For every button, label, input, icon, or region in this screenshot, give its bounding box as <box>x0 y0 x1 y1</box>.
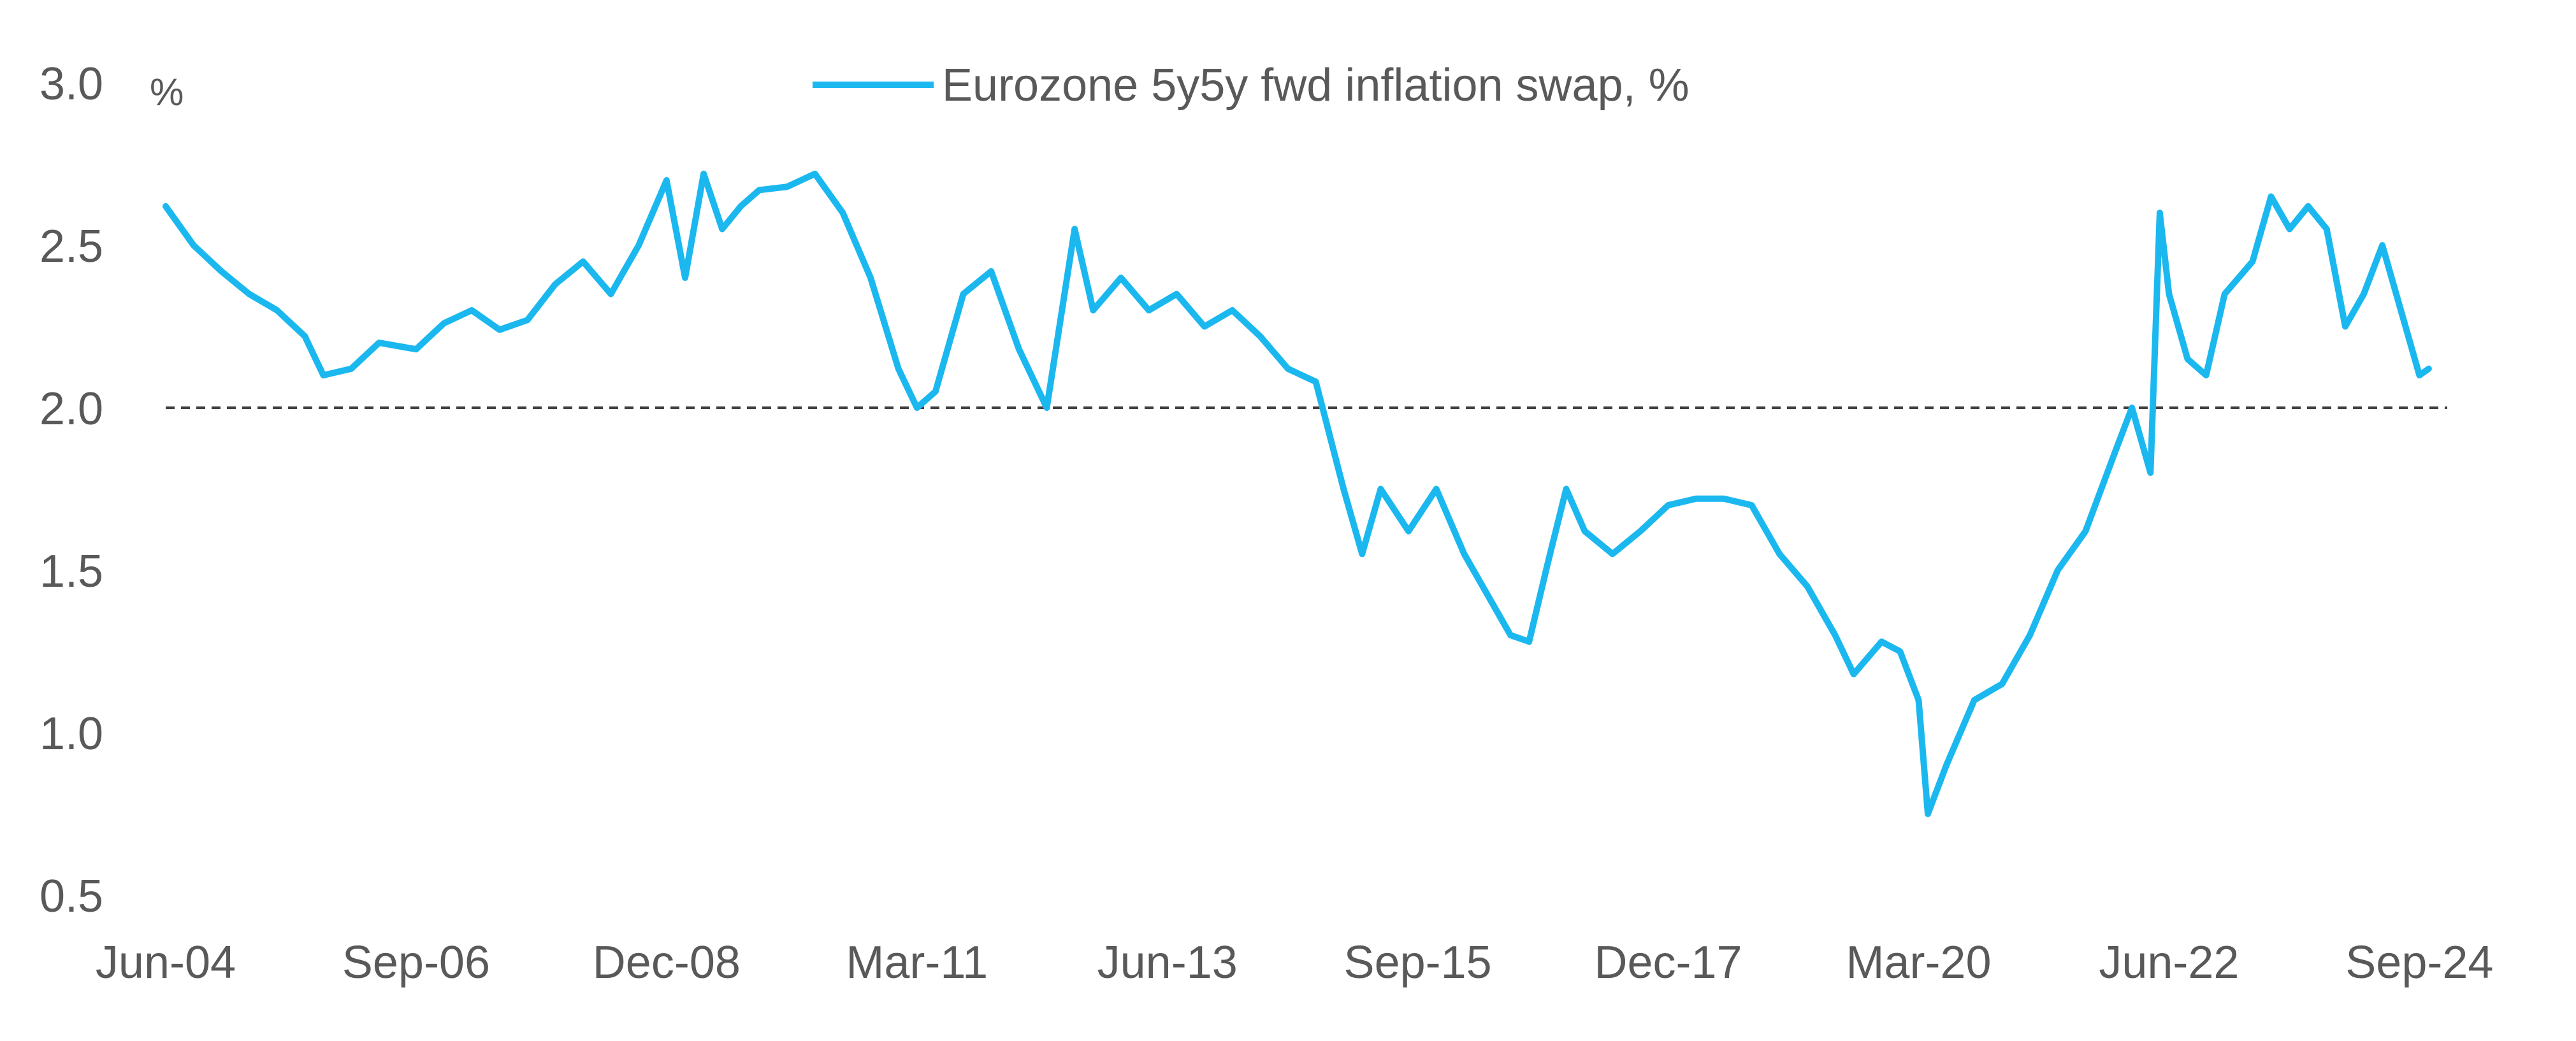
x-tick-label: Jun-13 <box>1097 937 1238 988</box>
x-tick-label: Dec-08 <box>593 937 741 988</box>
y-tick-label: 2.0 <box>40 384 103 434</box>
y-tick-label: 1.5 <box>40 546 103 597</box>
x-tick-label: Sep-24 <box>2345 937 2493 988</box>
legend-label: Eurozone 5y5y fwd inflation swap, % <box>942 60 1690 111</box>
y-unit-label: % <box>150 71 184 113</box>
x-tick-label: Jun-22 <box>2099 937 2239 988</box>
y-tick-label: 1.0 <box>40 708 103 759</box>
x-tick-label: Sep-06 <box>342 937 490 988</box>
y-tick-label: 3.0 <box>40 59 103 110</box>
x-tick-label: Mar-20 <box>1846 937 1991 988</box>
legend: Eurozone 5y5y fwd inflation swap, % <box>813 60 1690 111</box>
series-line-0 <box>163 170 2432 817</box>
x-tick-label: Sep-15 <box>1344 937 1492 988</box>
x-tick-label: Dec-17 <box>1595 937 1742 988</box>
y-tick-label: 0.5 <box>40 871 103 922</box>
series-layer <box>163 170 2432 817</box>
x-tick-label: Jun-04 <box>96 937 236 988</box>
y-axis: 0.5 1.0 1.5 2.0 2.5 3.0 <box>40 59 103 922</box>
x-tick-label: Mar-11 <box>846 937 988 988</box>
y-tick-label: 2.5 <box>40 221 103 272</box>
x-axis: Jun-04 Sep-06 Dec-08 Mar-11 Jun-13 Sep-15 Dec-… <box>96 937 2494 988</box>
